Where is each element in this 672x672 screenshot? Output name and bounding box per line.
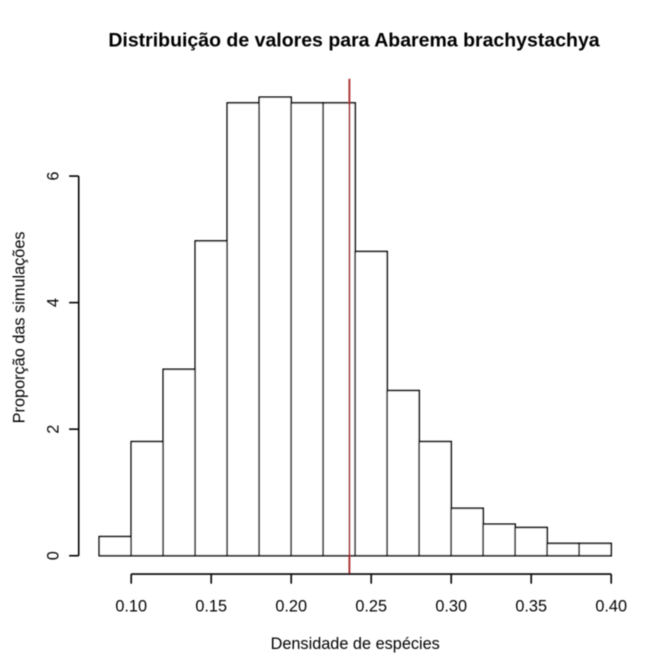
svg-text:Proporção das simulações: Proporção das simulações bbox=[11, 231, 29, 423]
svg-text:0.25: 0.25 bbox=[355, 597, 387, 615]
svg-text:6: 6 bbox=[45, 172, 63, 181]
svg-text:0.30: 0.30 bbox=[435, 597, 467, 615]
svg-text:0: 0 bbox=[45, 551, 63, 560]
svg-text:Densidade de espécies: Densidade de espécies bbox=[271, 635, 440, 653]
svg-text:2: 2 bbox=[45, 425, 63, 434]
svg-text:0.40: 0.40 bbox=[595, 597, 627, 615]
svg-text:0.15: 0.15 bbox=[195, 597, 227, 615]
svg-text:4: 4 bbox=[45, 298, 63, 307]
svg-text:Distribuição de valores para A: Distribuição de valores para Abarema bra… bbox=[108, 29, 599, 51]
svg-text:0.10: 0.10 bbox=[115, 597, 147, 615]
svg-text:0.35: 0.35 bbox=[515, 597, 547, 615]
svg-text:0.20: 0.20 bbox=[275, 597, 307, 615]
